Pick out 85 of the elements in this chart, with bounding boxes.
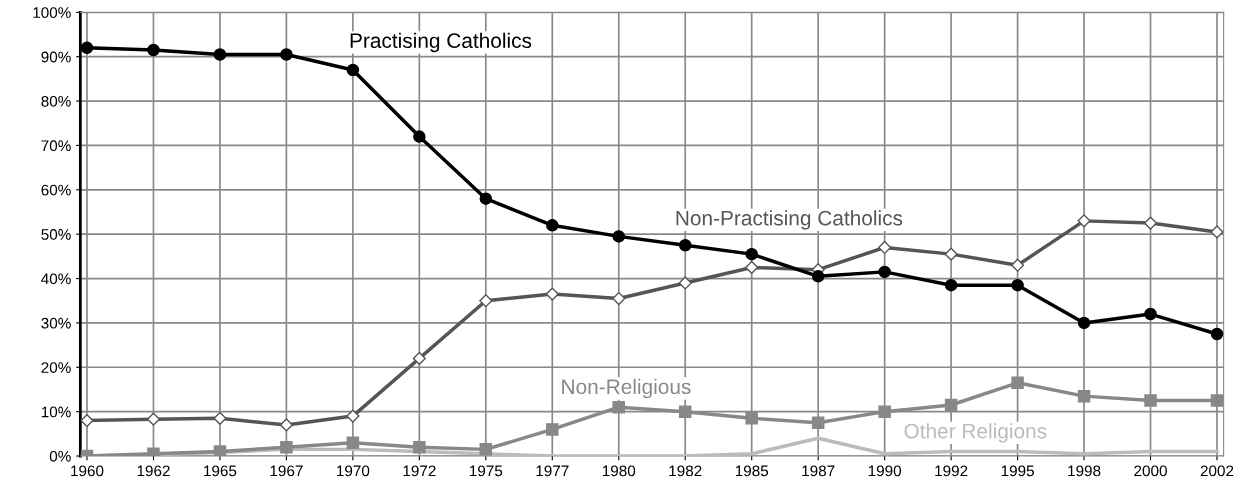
y-tick-label: 50% xyxy=(41,229,71,240)
y-tick-label: 40% xyxy=(41,273,71,285)
x-tick-label: 1998 xyxy=(1068,465,1101,477)
point xyxy=(413,440,426,454)
series-label: Other Religions xyxy=(904,423,1047,443)
point xyxy=(1077,316,1091,330)
point xyxy=(479,443,493,456)
point xyxy=(612,291,626,306)
point xyxy=(413,130,426,143)
point xyxy=(280,48,293,61)
point xyxy=(412,351,426,365)
x-tick-label: 1985 xyxy=(735,465,769,477)
point xyxy=(678,276,692,290)
point xyxy=(878,265,891,279)
point xyxy=(1210,225,1224,239)
point xyxy=(80,41,94,55)
x-tick-label: 1972 xyxy=(403,465,436,477)
x-tick-label: 1977 xyxy=(536,465,569,477)
series-label: Non-Practising Catholics xyxy=(676,210,903,230)
y-tick-label: 90% xyxy=(41,51,71,63)
x-tick-label: 1980 xyxy=(602,465,636,477)
point xyxy=(1210,394,1224,407)
x-tick-label: 1965 xyxy=(204,465,237,477)
series-label: Practising Catholics xyxy=(350,32,532,53)
point xyxy=(213,48,227,61)
y-tick-label: 70% xyxy=(41,140,71,152)
point xyxy=(1011,376,1024,390)
y-tick-label: 100% xyxy=(33,7,71,19)
point xyxy=(1077,214,1091,228)
x-tick-label: 1992 xyxy=(935,465,968,477)
point xyxy=(878,240,892,255)
point xyxy=(1143,216,1158,230)
point xyxy=(80,413,94,428)
point xyxy=(612,400,626,414)
y-tick-label: 60% xyxy=(41,184,71,196)
point xyxy=(147,43,160,57)
y-tick-label: 0% xyxy=(49,450,71,462)
point xyxy=(546,219,559,232)
point xyxy=(346,63,360,77)
y-tick-label: 30% xyxy=(41,317,71,329)
y-tick-label: 80% xyxy=(41,95,71,107)
y-tick-label: 10% xyxy=(41,406,71,418)
point xyxy=(678,405,692,418)
point xyxy=(545,287,559,301)
point xyxy=(213,445,227,457)
point xyxy=(280,440,293,454)
x-tick-label: 1990 xyxy=(868,465,902,477)
point xyxy=(546,423,559,436)
point xyxy=(944,247,958,261)
y-tick-label: 20% xyxy=(41,362,71,373)
point xyxy=(878,405,891,418)
point xyxy=(213,411,227,425)
point xyxy=(479,294,493,308)
point xyxy=(1144,307,1157,321)
point xyxy=(944,398,958,412)
point xyxy=(745,260,759,275)
x-tick-label: 1982 xyxy=(669,465,702,477)
point xyxy=(1010,258,1025,272)
point xyxy=(279,418,293,432)
point xyxy=(745,247,758,261)
x-tick-label: 1987 xyxy=(802,465,835,477)
x-tick-label: 1960 xyxy=(71,465,104,477)
point xyxy=(346,409,360,423)
x-tick-label: 1995 xyxy=(1001,465,1034,477)
point xyxy=(745,412,758,425)
x-tick-label: 1975 xyxy=(469,465,503,477)
point xyxy=(146,412,161,426)
point xyxy=(811,270,825,283)
point xyxy=(479,192,493,205)
x-tick-label: 1967 xyxy=(270,465,303,477)
point xyxy=(1011,278,1024,292)
series-label: Non-Religious xyxy=(562,378,691,399)
x-tick-label: 2002 xyxy=(1200,465,1234,477)
point xyxy=(811,416,825,429)
point xyxy=(678,239,692,252)
x-tick-label: 1970 xyxy=(337,465,370,477)
point xyxy=(944,278,958,292)
x-tick-label: 1962 xyxy=(137,465,170,477)
x-tick-label: 2000 xyxy=(1134,465,1167,477)
point xyxy=(1144,394,1157,407)
point xyxy=(346,436,360,449)
point xyxy=(1210,327,1224,341)
point xyxy=(147,447,160,457)
point xyxy=(612,230,626,243)
point xyxy=(1077,389,1091,403)
